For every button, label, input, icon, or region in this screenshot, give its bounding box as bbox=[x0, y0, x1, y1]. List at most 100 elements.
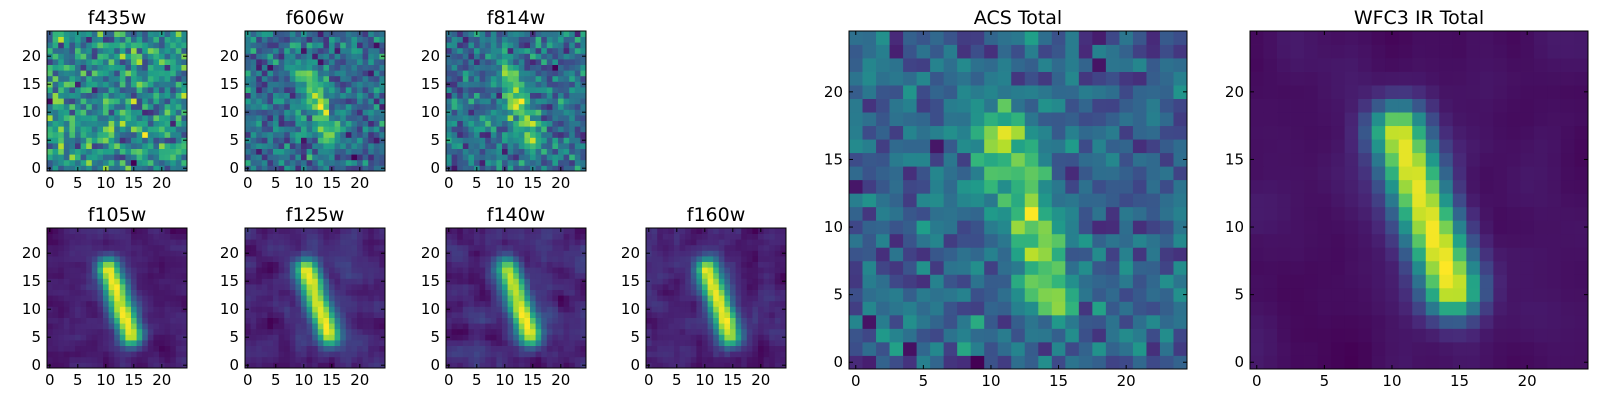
heatmap-cell bbox=[306, 261, 313, 268]
heatmap-cell bbox=[125, 362, 132, 369]
heatmap-cell bbox=[849, 233, 863, 248]
heatmap-cell bbox=[462, 126, 469, 133]
heatmap-cell bbox=[552, 306, 559, 313]
heatmap-cell bbox=[490, 87, 497, 93]
heatmap-cell bbox=[362, 345, 369, 352]
heatmap-cell bbox=[485, 289, 492, 296]
heatmap-cell bbox=[267, 31, 274, 37]
heatmap-cell bbox=[970, 152, 985, 167]
heatmap-cell bbox=[580, 328, 587, 335]
heatmap-cell bbox=[651, 362, 658, 369]
heatmap-cell bbox=[1065, 341, 1080, 356]
heatmap-cell bbox=[513, 244, 520, 251]
heatmap-cell bbox=[153, 312, 160, 318]
heatmap-cell bbox=[278, 351, 285, 358]
heatmap-cell bbox=[535, 312, 542, 318]
heatmap-cell bbox=[306, 87, 313, 93]
heatmap-cell bbox=[250, 300, 257, 307]
heatmap-cell bbox=[479, 289, 486, 296]
heatmap-cell bbox=[323, 244, 330, 251]
heatmap-cell bbox=[490, 98, 497, 105]
heatmap-cell bbox=[170, 300, 177, 307]
heatmap-cell bbox=[284, 143, 291, 149]
heatmap-cell bbox=[250, 289, 257, 296]
heatmap-cell bbox=[474, 295, 480, 302]
heatmap-cell bbox=[131, 59, 137, 65]
heatmap-cell bbox=[451, 115, 458, 121]
heatmap-cell bbox=[147, 362, 154, 369]
heatmap-cell bbox=[181, 59, 188, 65]
heatmap-cell bbox=[1146, 341, 1161, 356]
heatmap-cell bbox=[679, 356, 686, 363]
heatmap-cell bbox=[295, 165, 302, 172]
heatmap-cell bbox=[468, 109, 475, 116]
heatmap-cell bbox=[379, 317, 386, 324]
heatmap-cell bbox=[317, 92, 324, 99]
heatmap-cell bbox=[114, 323, 121, 330]
heatmap-cell bbox=[373, 64, 380, 71]
heatmap-cell bbox=[580, 300, 587, 307]
heatmap-cell bbox=[574, 328, 581, 335]
heatmap-cell bbox=[535, 356, 542, 363]
heatmap-cell bbox=[546, 233, 553, 240]
heatmap-cell bbox=[569, 267, 576, 274]
heatmap-cell bbox=[329, 148, 335, 155]
heatmap-cell bbox=[535, 351, 542, 358]
heatmap-cell bbox=[485, 267, 492, 274]
heatmap-cell bbox=[707, 351, 714, 358]
heatmap-cell bbox=[278, 143, 285, 149]
heatmap-cell bbox=[75, 356, 81, 363]
heatmap-cell bbox=[769, 267, 776, 274]
heatmap-cell bbox=[159, 284, 165, 290]
heatmap-cell bbox=[267, 59, 274, 65]
heatmap-cell bbox=[518, 159, 525, 166]
heatmap-cell bbox=[136, 64, 143, 71]
heatmap-cell bbox=[58, 256, 65, 262]
heatmap-cell bbox=[496, 272, 503, 279]
heatmap-cell bbox=[147, 256, 154, 262]
heatmap-cell bbox=[69, 323, 76, 330]
heatmap-cell bbox=[80, 295, 87, 302]
heatmap-cell bbox=[125, 261, 132, 268]
heatmap-cell bbox=[125, 323, 132, 330]
heatmap-cell bbox=[774, 328, 781, 335]
heatmap-cell bbox=[552, 250, 559, 257]
heatmap-cell bbox=[668, 356, 675, 363]
heatmap-cell bbox=[485, 42, 492, 49]
heatmap-cell bbox=[780, 233, 787, 240]
heatmap-cell bbox=[103, 126, 109, 133]
heatmap-cell bbox=[474, 120, 480, 127]
heatmap-cell bbox=[86, 148, 93, 155]
heatmap-cell bbox=[541, 295, 548, 302]
heatmap-cell bbox=[903, 152, 917, 167]
heatmap-cell bbox=[250, 244, 257, 251]
heatmap-cell bbox=[175, 289, 182, 296]
heatmap-cell bbox=[713, 345, 720, 352]
x-tick-label: 20 bbox=[152, 174, 171, 192]
heatmap-cell bbox=[351, 59, 358, 65]
heatmap-cell bbox=[58, 81, 65, 88]
heatmap-cell bbox=[312, 36, 319, 43]
heatmap-cell bbox=[136, 115, 143, 121]
heatmap-cell bbox=[250, 278, 257, 285]
heatmap-cell bbox=[646, 356, 652, 363]
heatmap-cell bbox=[563, 284, 570, 290]
heatmap-cell bbox=[164, 59, 171, 65]
heatmap-cell bbox=[502, 233, 508, 240]
heatmap-cell bbox=[713, 323, 720, 330]
heatmap-cell bbox=[373, 53, 380, 60]
heatmap-cell bbox=[175, 70, 182, 77]
heatmap-cell bbox=[930, 355, 945, 370]
heatmap-cell bbox=[769, 312, 776, 318]
heatmap-cell bbox=[47, 154, 53, 161]
heatmap-cell bbox=[535, 323, 542, 330]
heatmap-cell bbox=[558, 154, 564, 161]
heatmap-cell bbox=[1038, 314, 1053, 329]
heatmap-cell bbox=[468, 289, 475, 296]
heatmap-cell bbox=[108, 103, 115, 110]
heatmap-cell bbox=[267, 334, 274, 341]
heatmap-cell bbox=[524, 36, 531, 43]
heatmap-cell bbox=[136, 340, 143, 346]
heatmap-cell bbox=[58, 92, 65, 99]
heatmap-cell bbox=[103, 59, 109, 65]
